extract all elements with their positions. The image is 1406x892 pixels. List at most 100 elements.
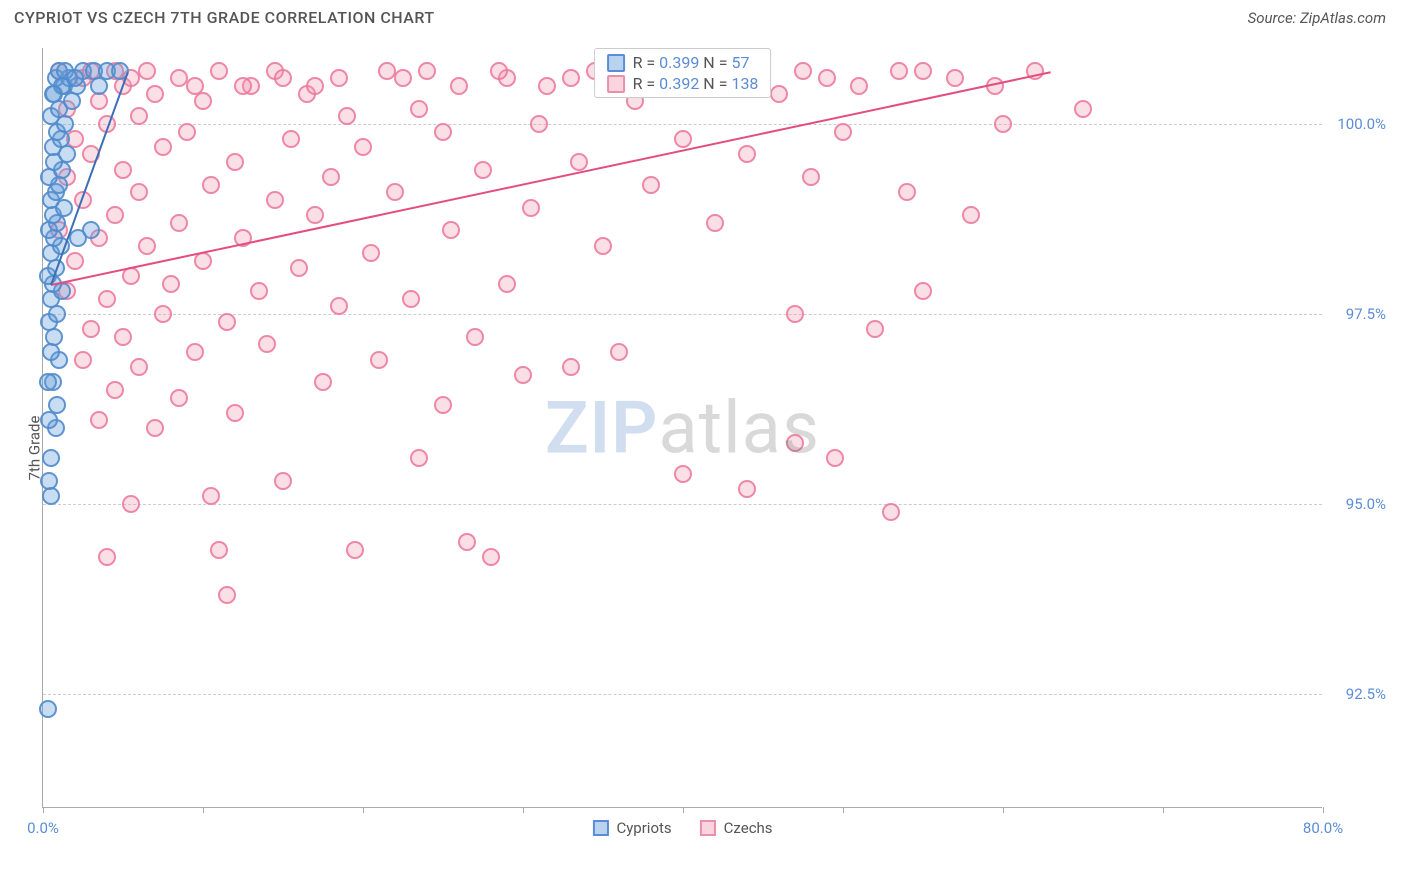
scatter-point-czech — [66, 252, 84, 270]
scatter-point-czech — [218, 313, 236, 331]
scatter-point-czech — [98, 548, 116, 566]
watermark-atlas: atlas — [658, 385, 820, 470]
scatter-point-cypriot — [63, 92, 81, 110]
chart-source: Source: ZipAtlas.com — [1248, 9, 1386, 27]
scatter-point-czech — [410, 449, 428, 467]
x-tick — [1003, 807, 1004, 813]
series-legend: Cypriots Czechs — [592, 819, 772, 837]
scatter-point-czech — [130, 358, 148, 376]
scatter-point-czech — [418, 62, 436, 80]
scatter-point-czech — [146, 85, 164, 103]
legend-row-cypriots: R = 0.399 N = 57 — [607, 53, 759, 72]
scatter-point-czech — [186, 77, 204, 95]
n-label: N = — [699, 53, 731, 72]
scatter-point-czech — [330, 297, 348, 315]
square-blue-icon — [592, 820, 608, 836]
x-tick — [43, 807, 44, 813]
x-tick — [1323, 807, 1324, 813]
scatter-point-czech — [362, 244, 380, 262]
gridline-h — [43, 504, 1322, 505]
y-tick-label: 95.0% — [1346, 495, 1386, 513]
scatter-point-czech — [130, 107, 148, 125]
scatter-point-czech — [154, 305, 172, 323]
scatter-point-czech — [218, 586, 236, 604]
scatter-point-czech — [138, 62, 156, 80]
scatter-point-czech — [194, 92, 212, 110]
x-tick — [1163, 807, 1164, 813]
scatter-point-czech — [306, 77, 324, 95]
scatter-point-czech — [834, 123, 852, 141]
scatter-point-czech — [1074, 100, 1092, 118]
x-tick-label: 80.0% — [1303, 819, 1343, 837]
correlation-legend: R = 0.399 N = 57 R = 0.392 N = 138 — [594, 48, 772, 98]
scatter-point-czech — [74, 351, 92, 369]
scatter-point-cypriot — [48, 396, 66, 414]
scatter-point-czech — [482, 548, 500, 566]
scatter-point-cypriot — [90, 77, 108, 95]
x-tick — [683, 807, 684, 813]
scatter-point-czech — [458, 533, 476, 551]
legend-item-cypriots: Cypriots — [592, 819, 671, 837]
scatter-point-czech — [466, 328, 484, 346]
scatter-point-czech — [490, 62, 508, 80]
scatter-point-czech — [610, 343, 628, 361]
scatter-point-czech — [786, 305, 804, 323]
scatter-point-cypriot — [42, 449, 60, 467]
scatter-point-czech — [674, 465, 692, 483]
scatter-point-czech — [386, 183, 404, 201]
scatter-point-cypriot — [44, 85, 62, 103]
scatter-point-czech — [410, 100, 428, 118]
scatter-point-czech — [114, 328, 132, 346]
scatter-point-czech — [882, 503, 900, 521]
scatter-point-czech — [498, 275, 516, 293]
scatter-point-czech — [210, 62, 228, 80]
scatter-point-czech — [706, 214, 724, 232]
scatter-point-czech — [994, 115, 1012, 133]
scatter-point-czech — [570, 153, 588, 171]
scatter-point-czech — [642, 176, 660, 194]
y-tick-label: 92.5% — [1346, 685, 1386, 703]
scatter-point-czech — [738, 145, 756, 163]
r-value: 0.399 — [659, 53, 699, 72]
scatter-point-czech — [138, 237, 156, 255]
scatter-point-cypriot — [40, 472, 58, 490]
gridline-h — [43, 124, 1322, 125]
scatter-point-czech — [234, 77, 252, 95]
watermark-zip: ZIP — [545, 385, 658, 470]
legend-item-czechs: Czechs — [700, 819, 773, 837]
scatter-point-czech — [594, 237, 612, 255]
r-label: R = — [633, 53, 660, 72]
scatter-point-czech — [514, 366, 532, 384]
x-tick — [203, 807, 204, 813]
scatter-point-czech — [170, 214, 188, 232]
chart-title: CYPRIOT VS CZECH 7TH GRADE CORRELATION C… — [14, 8, 435, 27]
scatter-point-czech — [530, 115, 548, 133]
scatter-point-czech — [330, 69, 348, 87]
scatter-point-czech — [450, 77, 468, 95]
scatter-point-czech — [290, 259, 308, 277]
scatter-point-czech — [738, 480, 756, 498]
plot-region: ZIPatlas R = 0.399 N = 57 R = 0.392 N = … — [42, 48, 1322, 808]
scatter-point-czech — [890, 62, 908, 80]
scatter-point-czech — [170, 389, 188, 407]
scatter-point-czech — [434, 123, 452, 141]
square-pink-icon — [700, 820, 716, 836]
scatter-point-czech — [946, 69, 964, 87]
swatch-blue-icon — [607, 54, 625, 72]
scatter-point-czech — [434, 396, 452, 414]
scatter-point-czech — [130, 183, 148, 201]
scatter-point-czech — [274, 472, 292, 490]
scatter-point-czech — [162, 275, 180, 293]
scatter-point-czech — [114, 161, 132, 179]
scatter-point-czech — [370, 351, 388, 369]
scatter-point-czech — [402, 290, 420, 308]
legend-label: Czechs — [724, 819, 773, 837]
scatter-point-czech — [562, 69, 580, 87]
scatter-point-czech — [106, 206, 124, 224]
scatter-point-czech — [338, 107, 356, 125]
x-tick — [363, 807, 364, 813]
n-value: 138 — [731, 74, 758, 93]
scatter-point-czech — [282, 130, 300, 148]
scatter-point-czech — [962, 206, 980, 224]
scatter-point-czech — [210, 541, 228, 559]
